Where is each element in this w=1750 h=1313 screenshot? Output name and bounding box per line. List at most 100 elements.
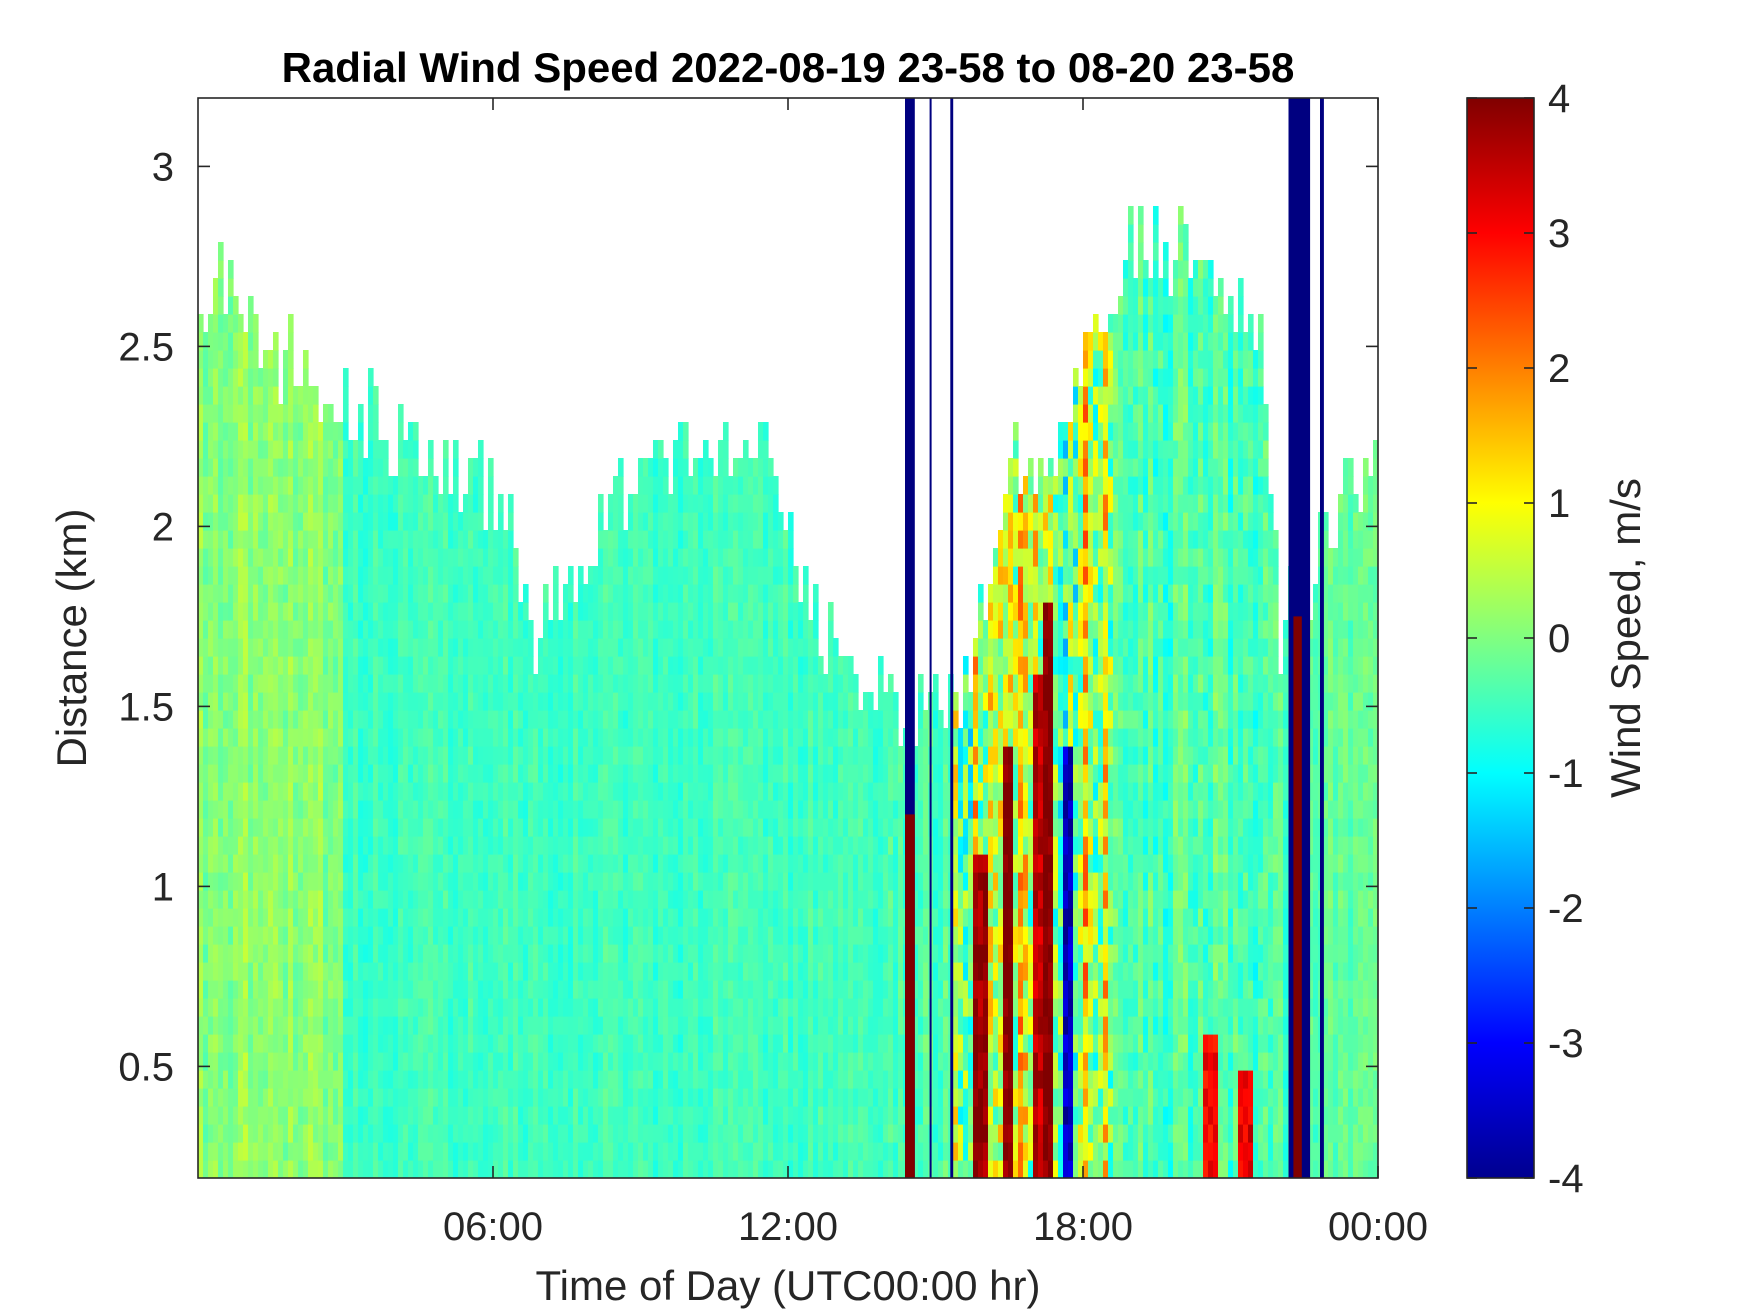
- heatmap-cell: [293, 566, 299, 585]
- heatmap-cell: [663, 1106, 669, 1125]
- heatmap-cell: [568, 1142, 574, 1161]
- heatmap-cell: [728, 530, 734, 549]
- heatmap-cell: [233, 602, 239, 621]
- heatmap-cell: [248, 548, 254, 567]
- heatmap-cell: [308, 404, 314, 423]
- heatmap-cell: [763, 476, 769, 495]
- heatmap-cell: [548, 1016, 554, 1035]
- heatmap-cell: [318, 512, 324, 531]
- heatmap-cell: [308, 1088, 314, 1107]
- heatmap-cell: [218, 530, 224, 549]
- heatmap-cell: [718, 926, 724, 945]
- heatmap-cell: [778, 926, 784, 945]
- heatmap-cell: [293, 494, 299, 513]
- heatmap-cell: [558, 1106, 564, 1125]
- heatmap-cell: [413, 872, 419, 891]
- heatmap-cell: [403, 1034, 409, 1053]
- heatmap-cell: [658, 800, 664, 819]
- heatmap-cell: [393, 710, 399, 729]
- heatmap-cell: [808, 674, 814, 693]
- heatmap-cell: [473, 638, 479, 657]
- heatmap-cell: [733, 782, 739, 801]
- heatmap-cell: [348, 890, 354, 909]
- heatmap-cell: [673, 674, 679, 693]
- heatmap-cell: [478, 998, 484, 1017]
- heatmap-cell: [263, 854, 269, 873]
- heatmap-cell: [273, 620, 279, 639]
- heatmap-cell: [723, 1142, 729, 1161]
- heatmap-cell: [763, 1070, 769, 1089]
- heatmap-cell: [543, 872, 549, 891]
- heatmap-cell: [378, 674, 384, 693]
- heatmap-cell: [778, 1142, 784, 1161]
- heatmap-cell: [398, 1016, 404, 1035]
- heatmap-cell: [488, 638, 494, 657]
- heatmap-cell: [278, 476, 284, 495]
- heatmap-cell: [393, 494, 399, 513]
- heatmap-cell: [223, 476, 229, 495]
- heatmap-cell: [778, 998, 784, 1017]
- heatmap-cell: [363, 566, 369, 585]
- heatmap-cell: [743, 692, 749, 711]
- heatmap-cell: [483, 1160, 489, 1178]
- heatmap-cell: [448, 908, 454, 927]
- heatmap-cell: [243, 710, 249, 729]
- heatmap-cell: [773, 728, 779, 747]
- heatmap-cell: [398, 908, 404, 927]
- heatmap-cell: [353, 1088, 359, 1107]
- heatmap-cell: [803, 656, 809, 675]
- heatmap-cell: [238, 656, 244, 675]
- heatmap-cell: [818, 962, 824, 981]
- heatmap-cell: [688, 1088, 694, 1107]
- heatmap-cell: [408, 584, 414, 603]
- heatmap-cell: [338, 998, 344, 1017]
- heatmap-cell: [398, 926, 404, 945]
- heatmap-cell: [568, 1106, 574, 1125]
- heatmap-cell: [543, 692, 549, 711]
- heatmap-cell: [308, 494, 314, 513]
- heatmap-cell: [683, 800, 689, 819]
- heatmap-cell: [383, 548, 389, 567]
- heatmap-cell: [288, 764, 294, 783]
- heatmap-cell: [778, 1160, 784, 1178]
- heatmap-cell: [693, 674, 699, 693]
- heatmap-cell: [458, 800, 464, 819]
- heatmap-cell: [243, 422, 249, 441]
- heatmap-cell: [768, 728, 774, 747]
- heatmap-cell: [303, 1124, 309, 1143]
- heatmap-cell: [278, 908, 284, 927]
- heatmap-cell: [538, 854, 544, 873]
- heatmap-cell: [508, 530, 514, 549]
- heatmap-cell: [268, 1106, 274, 1125]
- heatmap-cell: [578, 962, 584, 981]
- heatmap-cell: [783, 1160, 789, 1178]
- heatmap-cell: [633, 872, 639, 891]
- heatmap-cell: [328, 476, 334, 495]
- heatmap-cell: [723, 926, 729, 945]
- heatmap-cell: [798, 872, 804, 891]
- heatmap-cell: [328, 1016, 334, 1035]
- heatmap-cell: [593, 620, 599, 639]
- heatmap-cell: [268, 386, 274, 405]
- heatmap-cell: [613, 1106, 619, 1125]
- heatmap-cell: [688, 782, 694, 801]
- heatmap-cell: [643, 530, 649, 549]
- heatmap-cell: [433, 710, 439, 729]
- heatmap-cell: [718, 1106, 724, 1125]
- heatmap-cell: [308, 836, 314, 855]
- heatmap-cell: [503, 818, 509, 837]
- heatmap-cell: [778, 980, 784, 999]
- heatmap-cell: [688, 638, 694, 657]
- heatmap-cell: [763, 908, 769, 927]
- heatmap-cell: [453, 944, 459, 963]
- heatmap-cell: [208, 998, 214, 1017]
- heatmap-cell: [738, 494, 744, 513]
- heatmap-cell: [248, 908, 254, 927]
- heatmap-cell: [318, 1088, 324, 1107]
- heatmap-cell: [448, 710, 454, 729]
- heatmap-cell: [448, 584, 454, 603]
- heatmap-cell: [388, 890, 394, 909]
- heatmap-cell: [358, 404, 364, 423]
- heatmap-cell: [343, 998, 349, 1017]
- heatmap-cell: [438, 1106, 444, 1125]
